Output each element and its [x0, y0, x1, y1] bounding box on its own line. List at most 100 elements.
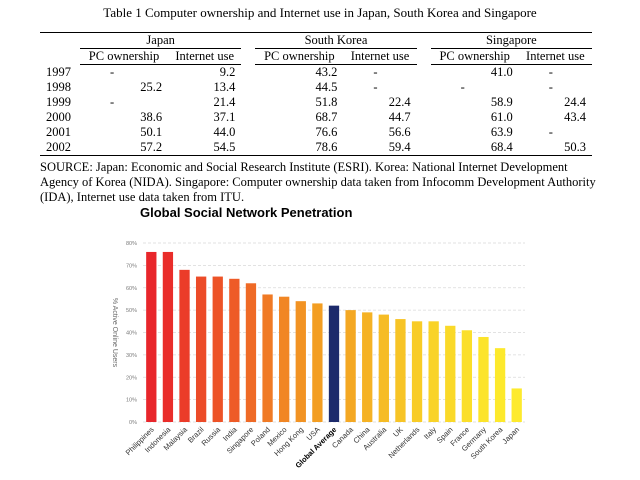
x-tick-label: Japan — [500, 425, 521, 446]
year-cell: 1999 — [46, 95, 71, 109]
value-cell: 44.0 — [213, 125, 236, 139]
value-cell: 44.5 — [315, 80, 338, 94]
value-cell: 54.5 — [213, 140, 236, 154]
bar — [378, 314, 389, 422]
value-cell: - — [373, 65, 378, 79]
y-tick-label: 40% — [126, 331, 137, 337]
group-header-singapore: Singapore — [430, 32, 592, 49]
value-cell: - — [548, 125, 553, 139]
subheader: PC ownership — [80, 48, 169, 65]
value-cell: 50.3 — [564, 140, 586, 154]
bar — [162, 251, 174, 422]
value-cell: 9.2 — [219, 65, 236, 79]
value-cell: 38.6 — [140, 110, 163, 124]
bar — [146, 251, 157, 422]
table-subheader-row: PC ownership Internet use PC ownership I… — [40, 48, 592, 65]
bar — [229, 278, 240, 422]
bar — [195, 276, 207, 422]
bar — [478, 336, 489, 422]
subheader: Internet use — [343, 48, 417, 65]
group-header-japan: Japan — [80, 32, 242, 49]
y-axis-label: % Active Online Users — [111, 298, 118, 368]
value-cell: 57.2 — [140, 140, 163, 154]
subheader: Internet use — [168, 48, 242, 65]
value-cell: 58.9 — [490, 95, 513, 109]
bar — [328, 305, 340, 422]
year-cell: 1998 — [46, 80, 71, 94]
bar — [212, 276, 223, 422]
group-header-south-korea: South Korea — [255, 32, 417, 49]
value-cell: 50.1 — [140, 125, 163, 139]
value-cell: - — [110, 95, 115, 109]
value-cell: - — [460, 80, 465, 94]
year-cell: 2000 — [46, 110, 71, 124]
table-group-header-row: Japan South Korea Singapore — [40, 32, 592, 49]
y-tick-label: 10% — [126, 398, 137, 404]
y-tick-label: 60% — [126, 286, 137, 292]
bar — [345, 310, 356, 422]
y-tick-label: 50% — [126, 308, 137, 314]
value-cell: - — [110, 65, 115, 79]
bar — [295, 301, 306, 422]
bar — [245, 283, 257, 422]
bar — [279, 296, 290, 422]
value-cell: 13.4 — [213, 80, 236, 94]
value-cell: 24.4 — [564, 95, 586, 109]
bar — [362, 312, 373, 422]
value-cell: 44.7 — [388, 110, 411, 124]
table-row: 1998 25.2 13.4 44.5 - - - — [40, 80, 592, 95]
value-cell: 25.2 — [140, 80, 163, 94]
value-cell: 22.4 — [388, 95, 411, 109]
table-title: Table 1 Computer ownership and Internet … — [103, 5, 537, 20]
year-cell: 1997 — [46, 64, 71, 79]
bar — [461, 330, 473, 422]
subheader: PC ownership — [255, 48, 344, 65]
table-body: 1997-9.2 43.2-41.0-1998 25.2 13.4 44.5- - -199… — [40, 65, 592, 156]
value-cell: 59.4 — [388, 140, 411, 154]
value-cell: - — [548, 65, 553, 79]
y-tick-label: 70% — [126, 263, 137, 269]
subheader: PC ownership — [430, 48, 519, 65]
value-cell: 68.7 — [315, 110, 338, 124]
table-source-note: SOURCE: Japan: Economic and Social Resea… — [40, 160, 596, 204]
ownership-table: Japan South Korea Singapore PC ownership… — [40, 32, 592, 156]
value-cell: 37.1 — [213, 110, 236, 124]
value-cell: 68.4 — [490, 140, 513, 154]
y-tick-label: 0% — [129, 420, 137, 426]
table-row: 2002 57.2 54.5 78.6 59.4 68.4 50.3 — [40, 140, 592, 156]
table-row: 2000 38.6 37.1 68.7 44.7 61.0 43.4 — [40, 110, 592, 125]
x-tick-label: Russia — [200, 424, 223, 447]
bar — [262, 294, 273, 422]
value-cell: 41.0 — [490, 65, 513, 79]
value-cell: 61.0 — [490, 110, 513, 124]
value-cell: 21.4 — [213, 95, 236, 109]
value-cell: - — [373, 80, 378, 94]
table-row: 1997 - 9.2 43.2 - 41.0 - — [40, 65, 592, 81]
y-tick-label: 80% — [126, 241, 137, 247]
value-cell: 63.9 — [490, 125, 513, 139]
bar — [428, 321, 439, 422]
year-cell: 2001 — [46, 125, 71, 139]
chart-title: Global Social Network Penetration — [140, 205, 353, 220]
bar — [312, 303, 323, 422]
table-row: 2001 50.1 44.0 76.6 56.6 63.9 - — [40, 125, 592, 140]
year-cell: 2002 — [46, 140, 71, 154]
bar — [511, 388, 522, 422]
value-cell: 43.2 — [315, 65, 338, 79]
bar — [395, 319, 406, 422]
y-tick-label: 30% — [126, 353, 137, 359]
y-tick-label: 20% — [126, 375, 137, 381]
bar — [411, 321, 423, 422]
value-cell: 78.6 — [315, 140, 338, 154]
subheader: Internet use — [518, 48, 592, 65]
value-cell: - — [548, 80, 553, 94]
bar — [179, 269, 190, 422]
table-row: 1999 - 21.4 51.8 22.4 58.9 24.4 — [40, 95, 592, 110]
value-cell: 76.6 — [315, 125, 338, 139]
bar — [494, 348, 506, 422]
value-cell: 43.4 — [564, 110, 586, 124]
value-cell: 56.6 — [388, 125, 411, 139]
x-tick-label: Netherlands — [386, 425, 421, 460]
